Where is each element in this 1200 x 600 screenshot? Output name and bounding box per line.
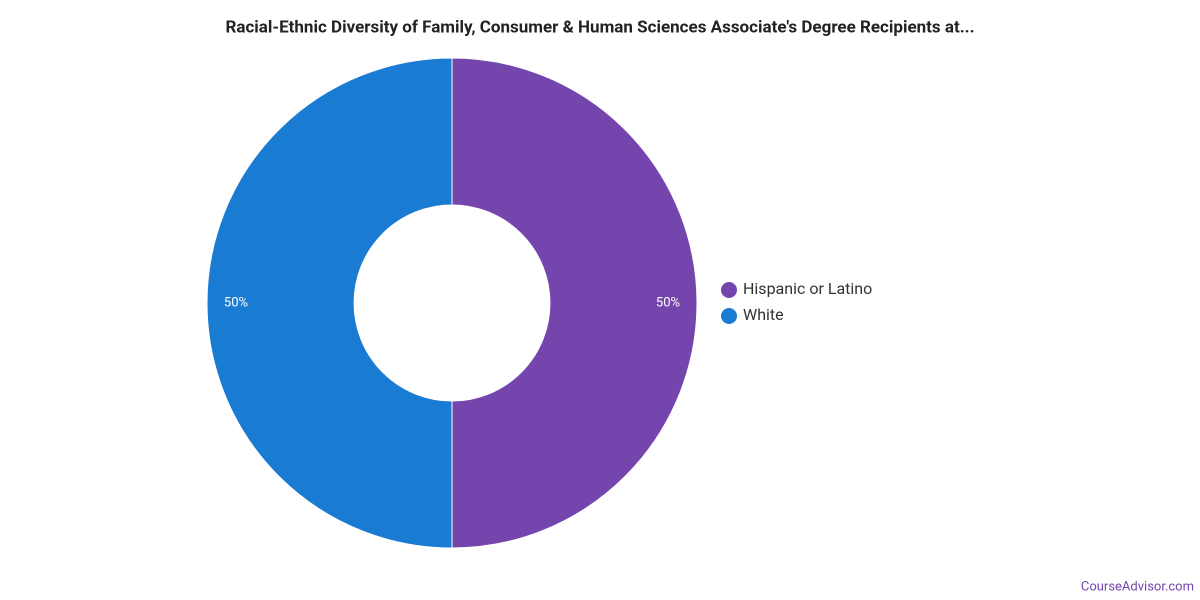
chart-title: Racial-Ethnic Diversity of Family, Consu… xyxy=(225,17,974,37)
slice xyxy=(206,57,453,549)
watermark: CourseAdvisor.com xyxy=(1081,579,1194,594)
value-label: 50% xyxy=(224,295,248,310)
legend-marker xyxy=(721,282,737,298)
legend-label: Hispanic or Latino xyxy=(743,279,872,298)
slice xyxy=(451,57,698,549)
legend-marker xyxy=(721,308,737,324)
value-label: 50% xyxy=(656,295,680,310)
legend-label: White xyxy=(743,305,784,324)
